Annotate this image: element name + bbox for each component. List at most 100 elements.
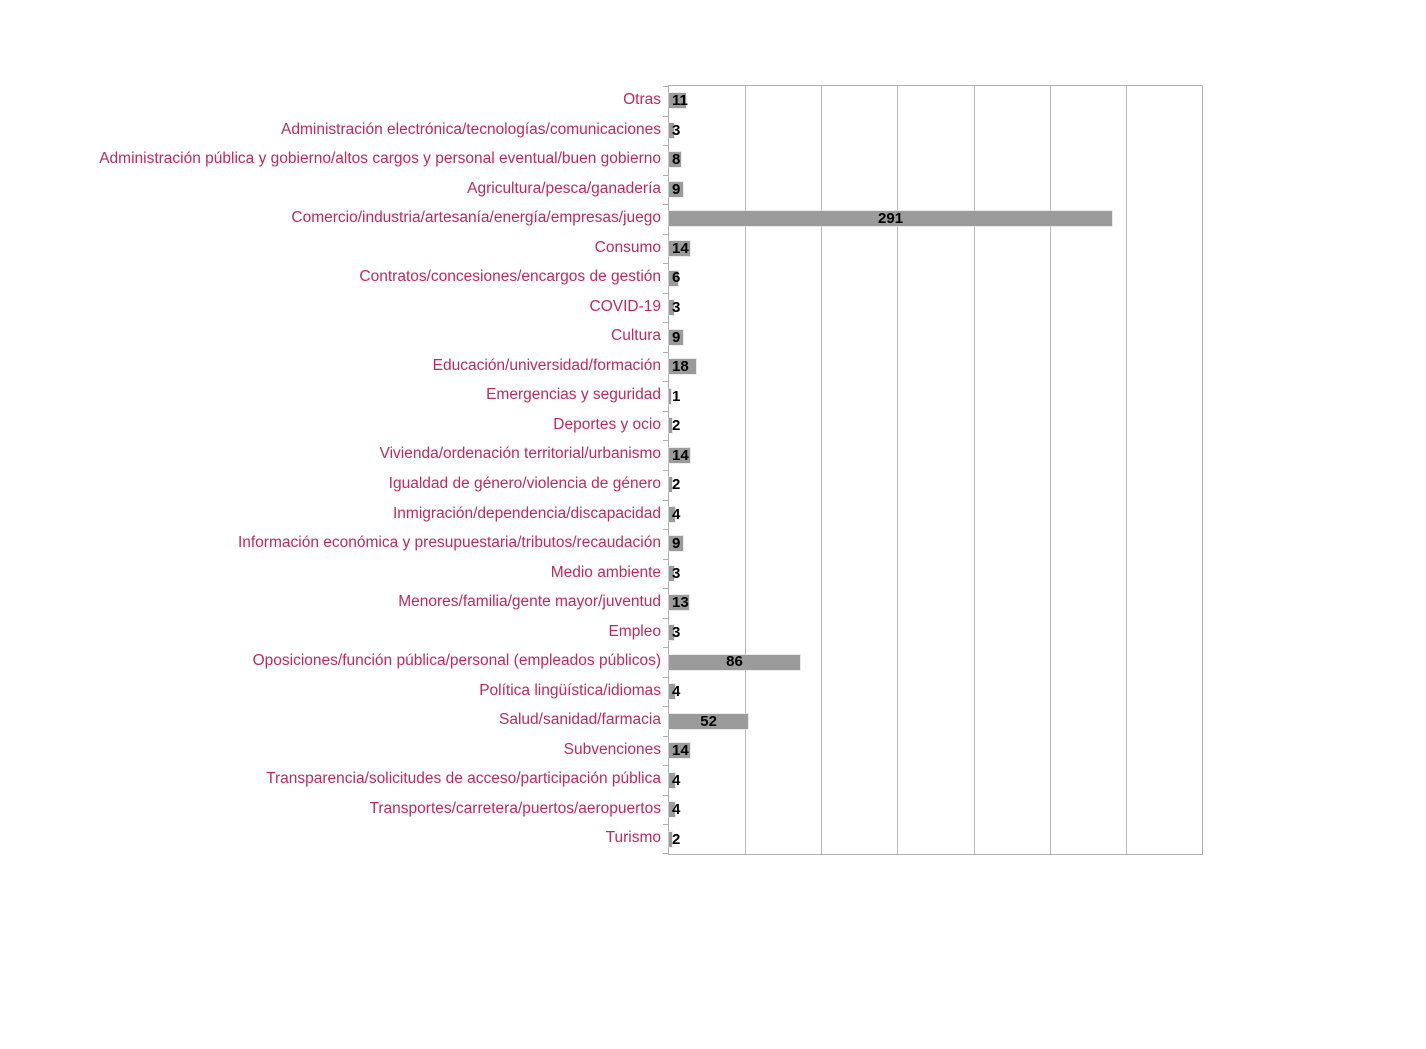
bar bbox=[669, 270, 679, 286]
axis-tick bbox=[663, 824, 668, 825]
category-label: Deportes y ocio bbox=[553, 415, 661, 433]
axis-tick bbox=[663, 647, 668, 648]
value-label: 8 bbox=[672, 151, 681, 169]
bar bbox=[669, 713, 749, 729]
bar bbox=[669, 211, 1113, 227]
category-label: Transparencia/solicitudes de acceso/part… bbox=[266, 770, 661, 788]
axis-tick bbox=[663, 204, 668, 205]
axis-tick bbox=[663, 470, 668, 471]
axis-tick bbox=[663, 440, 668, 441]
category-label: Emergencias y seguridad bbox=[486, 386, 661, 404]
category-label: Transportes/carretera/puertos/aeropuerto… bbox=[369, 799, 662, 817]
gridline bbox=[897, 86, 899, 854]
value-label: 2 bbox=[672, 830, 681, 848]
bar bbox=[669, 181, 683, 197]
bar bbox=[669, 684, 676, 700]
plot-area: 11 3 8 9 291 14 6 3 9 18 1 2 14 2 4 9 3 13 3 86 4 52 14 4 4 2 bbox=[663, 85, 1203, 855]
value-label: 4 bbox=[672, 683, 681, 701]
axis-tick bbox=[663, 175, 668, 176]
category-label: Oposiciones/función pública/personal (em… bbox=[252, 652, 661, 670]
value-label: 2 bbox=[672, 476, 681, 494]
category-label: Administración pública y gobierno/altos … bbox=[99, 150, 661, 168]
axis-tick bbox=[663, 765, 668, 766]
value-label: 4 bbox=[672, 771, 681, 789]
axis-tick bbox=[663, 86, 668, 87]
bar bbox=[669, 300, 674, 316]
category-label: Empleo bbox=[608, 622, 661, 640]
value-label: 86 bbox=[726, 653, 743, 671]
category-label: Información económica y presupuestaria/t… bbox=[237, 534, 661, 552]
value-label: 3 bbox=[672, 564, 681, 582]
bar bbox=[669, 772, 676, 788]
bar bbox=[669, 595, 689, 611]
value-label: 3 bbox=[672, 623, 681, 641]
category-label: Inmigración/dependencia/discapacidad bbox=[393, 504, 661, 522]
category-label: Menores/familia/gente mayor/juventud bbox=[398, 593, 661, 611]
bar bbox=[669, 447, 691, 463]
category-label: Otras bbox=[623, 91, 661, 109]
bar bbox=[669, 152, 682, 168]
bar bbox=[669, 388, 671, 404]
axis-tick bbox=[663, 588, 668, 589]
bar bbox=[669, 359, 697, 375]
axis-tick bbox=[663, 352, 668, 353]
axis-tick bbox=[663, 322, 668, 323]
value-label: 6 bbox=[672, 269, 681, 287]
value-label: 14 bbox=[672, 446, 689, 464]
value-label: 1 bbox=[672, 387, 681, 405]
category-label: Turismo bbox=[605, 829, 661, 847]
category-label: Salud/sanidad/farmacia bbox=[499, 711, 661, 729]
bar bbox=[669, 477, 673, 493]
axis-tick bbox=[663, 677, 668, 678]
axis-tick bbox=[663, 263, 668, 264]
value-label: 291 bbox=[878, 210, 904, 228]
bar bbox=[669, 418, 673, 434]
value-label: 52 bbox=[700, 712, 717, 730]
value-label: 9 bbox=[672, 328, 681, 346]
axis-tick bbox=[663, 529, 668, 530]
value-label: 14 bbox=[672, 239, 689, 257]
axis-tick bbox=[663, 736, 668, 737]
bar bbox=[669, 93, 686, 109]
axis-tick bbox=[663, 500, 668, 501]
bar bbox=[669, 831, 673, 847]
category-label: Administración electrónica/tecnologías/c… bbox=[281, 120, 661, 138]
bar bbox=[669, 536, 683, 552]
bar bbox=[669, 506, 676, 522]
category-label: Subvenciones bbox=[563, 740, 661, 758]
axis-tick bbox=[663, 411, 668, 412]
category-labels-area: Otras Administración electrónica/tecnolog… bbox=[0, 85, 661, 853]
axis-tick bbox=[663, 795, 668, 796]
bar bbox=[669, 802, 676, 818]
value-label: 11 bbox=[672, 92, 688, 110]
value-label: 3 bbox=[672, 299, 681, 317]
gridline bbox=[821, 86, 823, 854]
axis-tick bbox=[663, 706, 668, 707]
bar bbox=[669, 240, 691, 256]
category-label: Consumo bbox=[594, 238, 661, 256]
category-label: Cultura bbox=[611, 327, 661, 345]
axis-tick bbox=[663, 234, 668, 235]
category-label: Vivienda/ordenación territorial/urbanism… bbox=[379, 445, 661, 463]
axis-tick bbox=[663, 116, 668, 117]
value-label: 9 bbox=[672, 535, 681, 553]
axis-tick bbox=[663, 618, 668, 619]
value-label: 18 bbox=[672, 358, 689, 376]
value-label: 2 bbox=[672, 417, 681, 435]
category-label: Medio ambiente bbox=[550, 563, 661, 581]
bar bbox=[669, 122, 674, 138]
category-label: Política lingüística/idiomas bbox=[479, 681, 661, 699]
value-label: 13 bbox=[672, 594, 689, 612]
category-label: Contratos/concesiones/encargos de gestió… bbox=[359, 268, 661, 286]
category-label: COVID-19 bbox=[589, 297, 662, 315]
category-label: Igualdad de género/violencia de género bbox=[388, 475, 661, 493]
bar bbox=[669, 329, 683, 345]
value-label: 4 bbox=[672, 801, 681, 819]
bar bbox=[669, 654, 800, 670]
gridline bbox=[973, 86, 975, 854]
axis-tick bbox=[663, 853, 668, 854]
bar bbox=[669, 624, 674, 640]
category-label: Educación/universidad/formación bbox=[432, 356, 661, 374]
gridline bbox=[745, 86, 747, 854]
